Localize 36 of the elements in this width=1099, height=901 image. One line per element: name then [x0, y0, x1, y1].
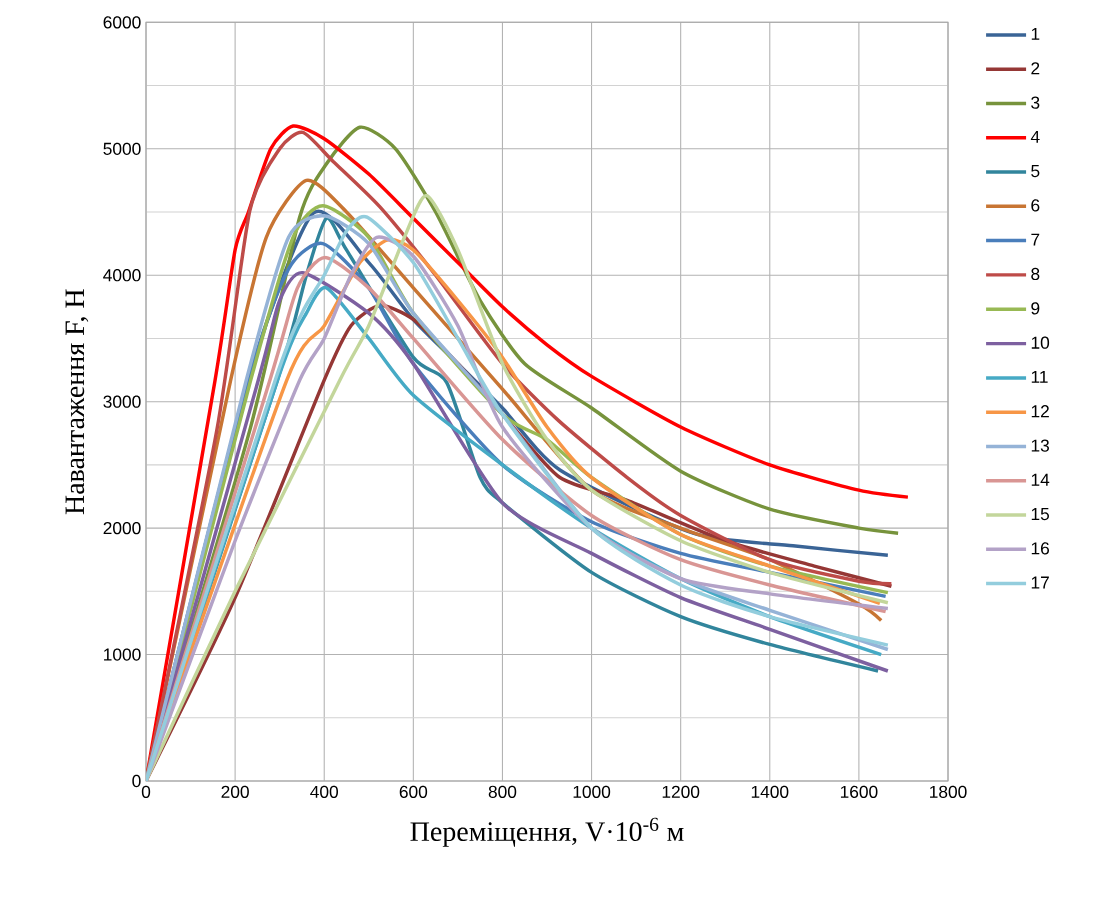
x-tick-label: 600: [399, 785, 428, 798]
x-tick-label: 800: [488, 785, 517, 798]
legend-label: 6: [1031, 199, 1040, 212]
y-tick-label: 6000: [103, 16, 141, 29]
legend-label: 16: [1031, 542, 1050, 555]
x-tick-label: 200: [221, 785, 249, 798]
legend-label: 4: [1030, 130, 1040, 143]
legend-label: 17: [1031, 576, 1049, 589]
y-tick-label: 5000: [103, 142, 141, 155]
legend-label: 10: [1031, 336, 1050, 349]
y-tick-label: 0: [132, 774, 141, 788]
x-tick-label: 1000: [573, 785, 611, 798]
legend-label: 3: [1031, 96, 1040, 109]
legend-label: 5: [1031, 165, 1040, 178]
legend-label: 11: [1031, 370, 1048, 383]
x-tick-label: 1400: [751, 785, 789, 798]
legend-label: 9: [1031, 302, 1040, 315]
x-tick-label: 1200: [662, 785, 700, 798]
y-tick-label: 1000: [104, 648, 141, 661]
y-tick-label: 3000: [103, 395, 141, 408]
legend-label: 2: [1031, 62, 1040, 75]
legend-label: 7: [1031, 233, 1040, 246]
legend-label: 12: [1031, 405, 1049, 418]
y-tick-label: 2000: [103, 521, 141, 535]
x-tick-label: 0: [141, 785, 151, 798]
y-axis-title: Навантаження F, Н: [65, 289, 89, 515]
legend-label: 15: [1031, 508, 1050, 521]
x-tick-label: 1800: [930, 785, 967, 798]
x-tick-label: 1600: [840, 785, 878, 798]
legend-label: 1: [1031, 27, 1040, 40]
legend-label: 14: [1031, 473, 1050, 486]
legend-label: 8: [1031, 267, 1040, 281]
x-tick-label: 400: [310, 785, 339, 798]
y-tick-label: 4000: [103, 269, 141, 282]
legend-label: 13: [1031, 439, 1050, 452]
x-axis-title: Переміщення, V·10$^{-6}$ м: [410, 817, 684, 847]
